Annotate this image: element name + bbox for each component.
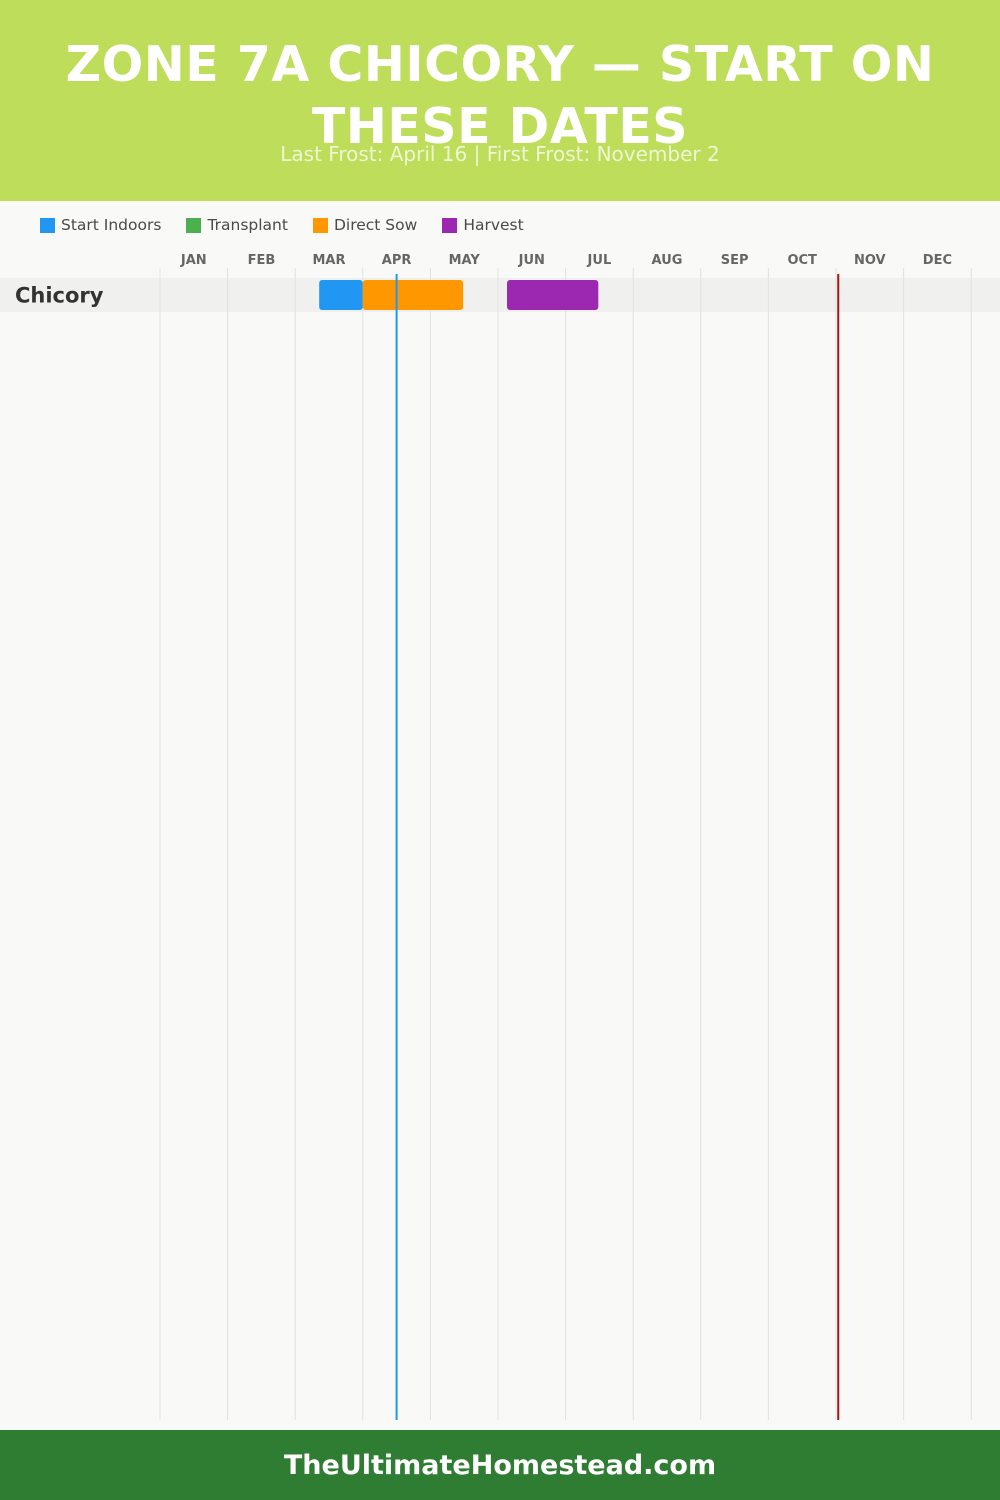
footer-banner: TheUltimateHomestead.com xyxy=(0,1430,1000,1500)
frost-dates-subtitle: Last Frost: April 16 | First Frost: Nove… xyxy=(280,142,720,166)
legend-swatch-start-indoors xyxy=(40,217,55,233)
crop-label: Chicory xyxy=(15,284,104,308)
month-label: JUN xyxy=(518,253,545,268)
legend: Start Indoors Transplant Direct Sow Harv… xyxy=(40,214,549,236)
month-label: NOV xyxy=(854,253,886,268)
legend-swatch-direct-sow xyxy=(312,217,328,233)
row-stripe xyxy=(0,278,1000,312)
footer-site-name: TheUltimateHomestead.com xyxy=(283,1449,717,1481)
bar-start-indoors xyxy=(319,280,363,310)
month-label: SEP xyxy=(721,253,749,268)
legend-item-direct-sow: Direct Sow xyxy=(312,216,418,234)
legend-label: Start Indoors xyxy=(61,216,162,234)
legend-swatch-harvest xyxy=(442,217,458,233)
legend-label: Direct Sow xyxy=(333,216,418,234)
month-label: APR xyxy=(382,253,412,268)
header-banner: ZONE 7A CHICORY — START ON THESE DATES L… xyxy=(0,0,1000,201)
planting-calendar-chart: JAN FEB MAR APR MAY JUN JUL AUG SEP OCT NOV DEC Chic… xyxy=(0,253,1000,1420)
month-label: OCT xyxy=(787,253,817,268)
legend-item-harvest: Harvest xyxy=(442,216,524,234)
month-label: MAY xyxy=(449,253,481,268)
legend-item-start-indoors: Start Indoors xyxy=(40,216,161,234)
month-label: DEC xyxy=(923,253,952,268)
month-label: JUL xyxy=(587,253,612,268)
month-label: JAN xyxy=(180,253,207,268)
bar-harvest xyxy=(507,280,599,310)
legend-swatch-transplant xyxy=(186,217,202,233)
month-label: FEB xyxy=(248,253,276,268)
bar-direct-sow xyxy=(362,280,464,310)
legend-label: Transplant xyxy=(207,216,288,234)
legend-label: Harvest xyxy=(463,216,524,234)
legend-item-transplant: Transplant xyxy=(186,216,288,234)
month-label: AUG xyxy=(652,253,683,268)
page-title: ZONE 7A CHICORY — START ON THESE DATES xyxy=(65,36,935,155)
month-label: MAR xyxy=(312,253,345,268)
